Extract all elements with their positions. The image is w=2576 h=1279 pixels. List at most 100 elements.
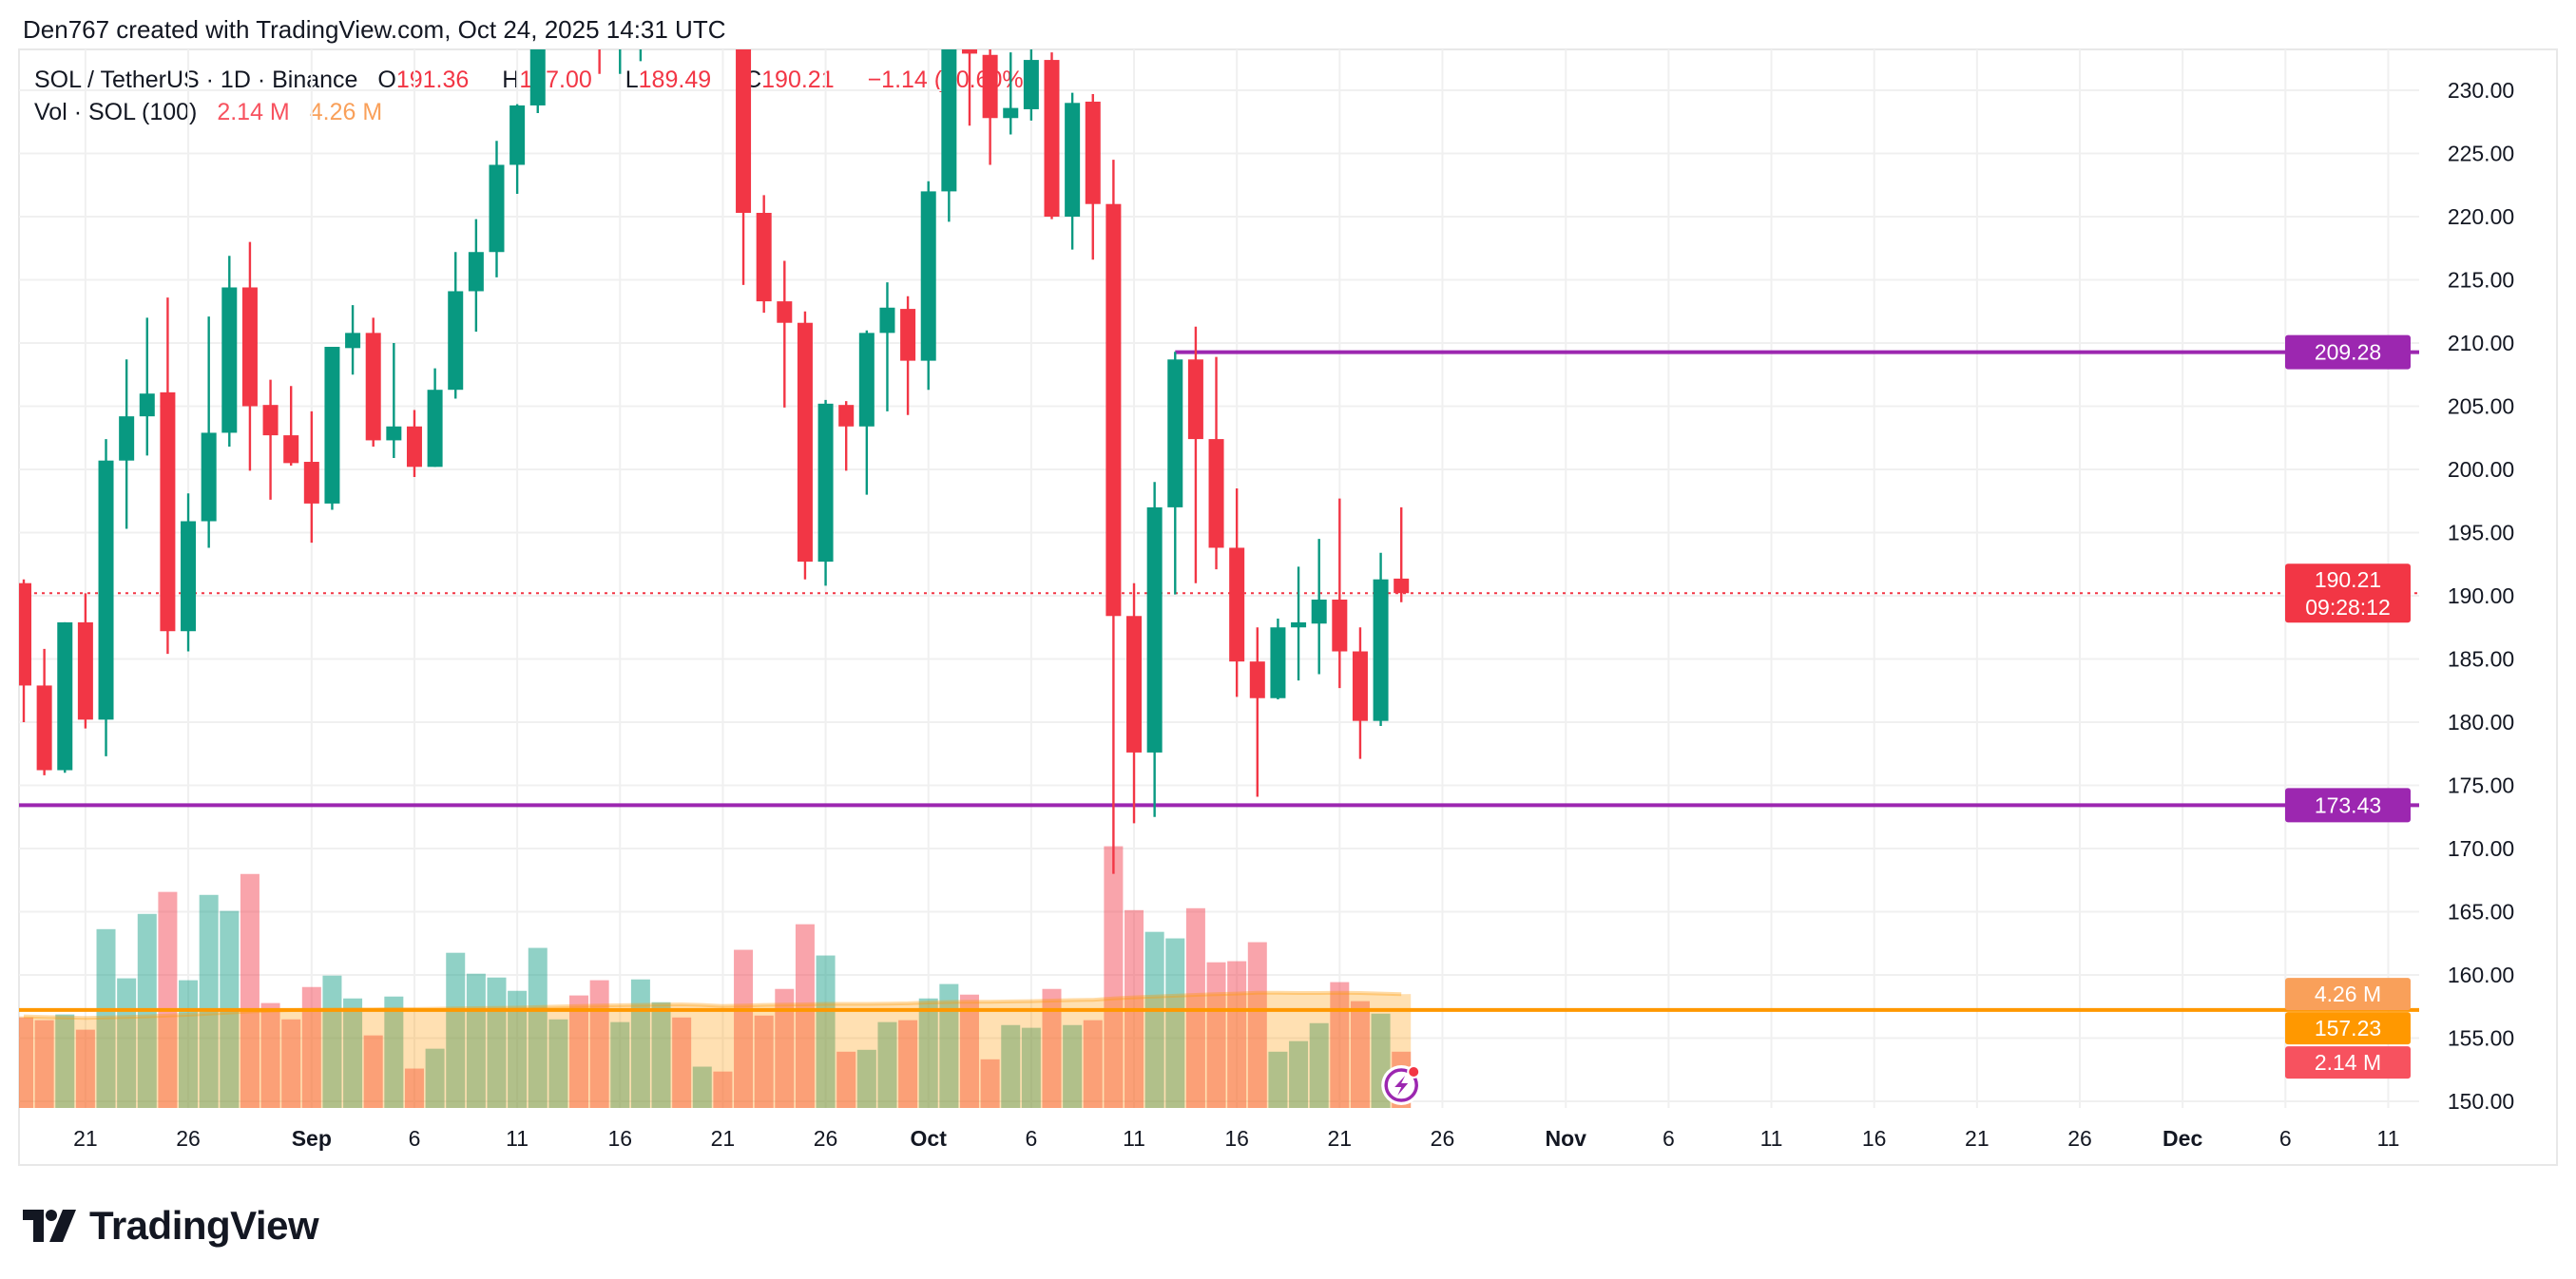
candle-body (858, 333, 875, 427)
volume-title[interactable]: Vol · SOL (100) (34, 99, 198, 125)
candle (427, 368, 443, 468)
volume-bar (651, 1002, 671, 1108)
volume-bar (856, 1049, 876, 1108)
volume-bar (877, 1021, 897, 1108)
time-tick-label: 16 (1862, 1126, 1887, 1151)
candle (448, 252, 464, 399)
candle (262, 379, 279, 500)
volume-bar (260, 1002, 280, 1108)
candle (406, 410, 422, 477)
candle-body (119, 416, 135, 461)
volume-ma-area (19, 992, 1412, 1108)
price-axis[interactable]: 230.00 225.00 220.00 215.00 210.00 205.00 200.… (2448, 78, 2514, 1114)
candle (1085, 93, 1101, 260)
candle (1126, 582, 1143, 824)
level-badge: 209.28 (2285, 334, 2411, 370)
volume-bar (384, 996, 404, 1108)
volume-bar (240, 873, 260, 1108)
candle-body (406, 426, 422, 468)
tradingview-logo-text: TradingView (89, 1203, 319, 1248)
level-badge-text: 157.23 (2315, 1016, 2381, 1040)
lightning-bolt-icon[interactable] (1381, 1065, 1422, 1105)
time-tick-label: 6 (1663, 1126, 1675, 1151)
volume-bar (548, 1019, 568, 1108)
symbol-title[interactable]: SOL / TetherUS · 1D · Binance (34, 67, 358, 93)
candle (283, 386, 299, 467)
candle-body (1270, 627, 1286, 698)
candle (1332, 498, 1348, 689)
candle-body (1291, 621, 1307, 628)
candle (736, 49, 752, 285)
volume-bar (446, 952, 466, 1108)
candle-body (160, 391, 176, 632)
volume-bar (692, 1066, 712, 1108)
candle-body (241, 287, 258, 407)
volume-bar (1165, 938, 1185, 1108)
candle-body (817, 403, 834, 563)
last-price-badge: 190.21 09:28:12 (2285, 563, 2411, 623)
level-badge-bg (2285, 788, 2411, 823)
time-tick-label: Sep (292, 1126, 332, 1151)
candle (817, 399, 834, 586)
ohlc-open: O191.36 (377, 67, 470, 93)
price-tick-label: 215.00 (2448, 268, 2514, 293)
candle (489, 141, 505, 277)
horizontal-lines[interactable] (19, 350, 2419, 1012)
volume-ma-badge-bg (2285, 978, 2411, 1011)
alert-icon-ring (1384, 1068, 1418, 1102)
time-tick-label: 6 (2279, 1126, 2292, 1151)
candle-body (1229, 547, 1245, 662)
volume-bar (939, 983, 959, 1108)
volume-bar (672, 1017, 692, 1108)
price-tick-label: 175.00 (2448, 773, 2514, 798)
candle-body (489, 164, 505, 253)
level-badge-bg (2285, 1012, 2411, 1045)
tradingview-logo[interactable]: TradingView (23, 1203, 319, 1249)
candle (1373, 552, 1389, 726)
volume-bar (55, 1014, 75, 1108)
candle-body (1003, 107, 1019, 119)
candle (1065, 92, 1081, 250)
candle-body (1311, 599, 1327, 624)
candle (119, 359, 135, 529)
candle (858, 330, 875, 495)
candle-body (1126, 616, 1143, 753)
volume-bar (1021, 1027, 1041, 1108)
volume-bar (1309, 1022, 1329, 1108)
volume-bar (301, 986, 321, 1108)
candle (598, 49, 601, 74)
candle (550, 0, 566, 14)
time-tick-label: 26 (2067, 1126, 2092, 1151)
candle (1394, 506, 1410, 602)
candle (1270, 618, 1286, 700)
candle-body (98, 460, 114, 720)
candle (303, 410, 319, 544)
candle (1352, 627, 1368, 759)
candle-body (181, 521, 197, 632)
time-axis[interactable]: 21 26 Sep 6 11 16 21 26 Oct 6 11 16 21 26 Nov 6 11 16 21 26… (73, 1126, 2399, 1151)
volume-bar (1083, 1020, 1103, 1108)
price-tick-label: 150.00 (2448, 1089, 2514, 1114)
candle (715, 0, 730, 14)
candle-body (365, 333, 381, 441)
volume-bar (918, 998, 938, 1108)
price-tick-label: 190.00 (2448, 583, 2514, 608)
volume-bar (754, 1015, 774, 1108)
volume-bar (836, 1051, 856, 1108)
candle (386, 343, 402, 459)
candle-body (36, 685, 52, 771)
candle (961, 49, 977, 126)
candle-body (1187, 359, 1203, 440)
candle-body (221, 287, 238, 433)
volume-bar (1350, 1001, 1370, 1108)
time-tick-label: 11 (1123, 1126, 1145, 1151)
candle-body (1167, 359, 1183, 507)
time-tick-label: 26 (176, 1126, 201, 1151)
volume-bar (775, 988, 795, 1108)
volume-bar (343, 998, 363, 1108)
tradingview-logo-icon (23, 1210, 76, 1242)
time-tick-label: 6 (1025, 1126, 1037, 1151)
candle (619, 49, 622, 74)
time-tick-label: 11 (506, 1126, 529, 1151)
